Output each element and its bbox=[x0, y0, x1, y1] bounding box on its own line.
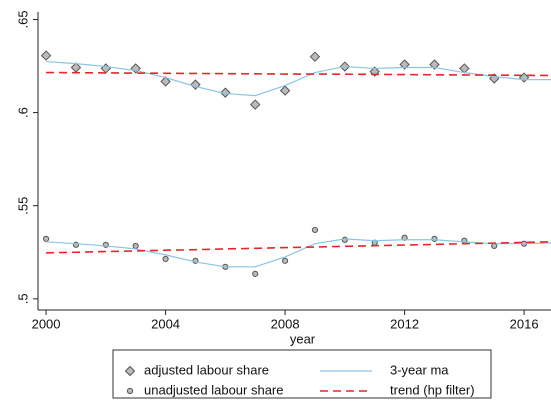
point bbox=[281, 257, 289, 264]
point bbox=[220, 87, 231, 98]
line bbox=[46, 241, 551, 254]
x-axis-label: year bbox=[290, 331, 316, 346]
legend-label: adjusted labour share bbox=[144, 362, 269, 377]
point bbox=[250, 99, 261, 110]
point bbox=[162, 255, 169, 263]
line bbox=[46, 71, 551, 77]
point bbox=[100, 63, 112, 74]
x-tick-label: 2004 bbox=[151, 316, 180, 331]
legend-marker bbox=[126, 387, 134, 395]
y-tick-label: .6 bbox=[15, 107, 30, 118]
line bbox=[46, 238, 551, 268]
point bbox=[132, 242, 139, 250]
point bbox=[252, 270, 259, 277]
x-tick-label: 2008 bbox=[271, 316, 300, 331]
y-tick-label: .65 bbox=[15, 10, 30, 28]
y-tick-label: .5 bbox=[15, 293, 30, 304]
x-tick-label: 2016 bbox=[510, 316, 539, 331]
point bbox=[431, 235, 438, 242]
legend-label: unadjusted labour share bbox=[144, 382, 284, 397]
point bbox=[341, 236, 348, 243]
point bbox=[429, 59, 440, 70]
point bbox=[399, 59, 410, 70]
legend-label: 3-year ma bbox=[390, 362, 449, 377]
legend-box bbox=[112, 349, 492, 399]
point bbox=[160, 76, 171, 87]
point bbox=[42, 235, 50, 242]
legend-marker bbox=[124, 365, 136, 377]
x-tick-label: 2012 bbox=[390, 316, 419, 331]
y-tick-label: .55 bbox=[15, 197, 30, 215]
point bbox=[309, 51, 321, 62]
x-tick-label: 2000 bbox=[32, 316, 61, 331]
point bbox=[518, 72, 530, 83]
point bbox=[279, 85, 291, 96]
point bbox=[311, 226, 319, 234]
point bbox=[40, 50, 52, 61]
line bbox=[46, 60, 551, 97]
legend-label: trend (hp filter) bbox=[390, 382, 475, 397]
